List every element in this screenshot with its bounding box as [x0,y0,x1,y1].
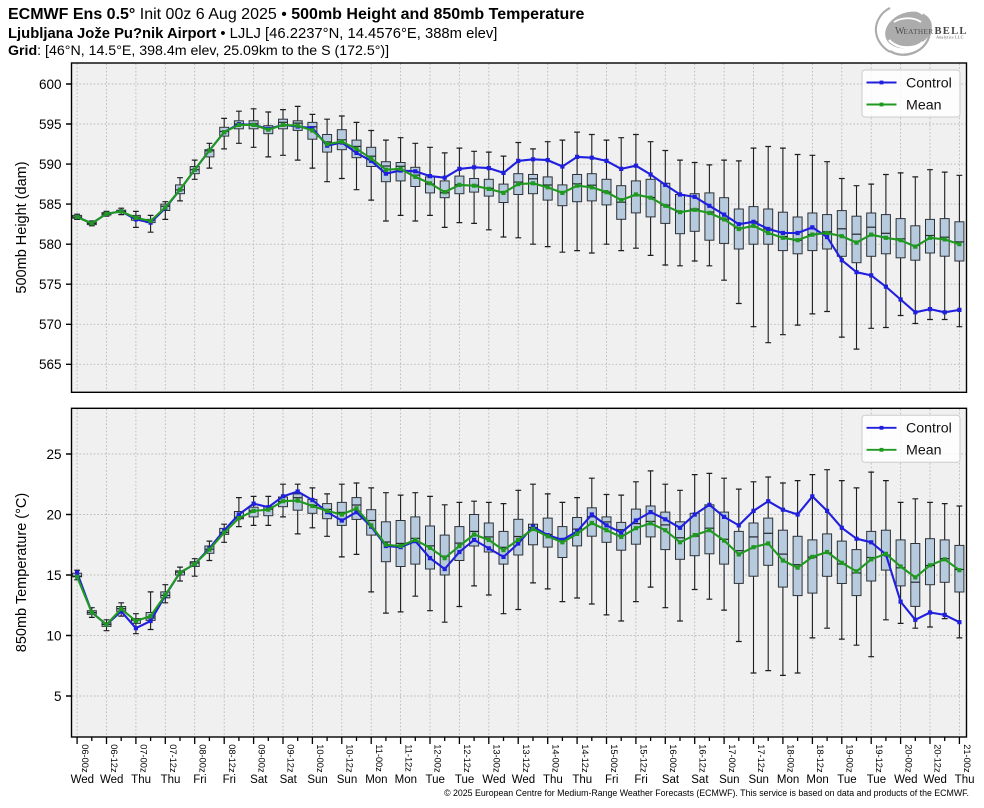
svg-text:Thu: Thu [955,774,975,786]
svg-text:14-00z: 14-00z [550,744,560,773]
svg-text:EATHER: EATHER [904,28,934,36]
svg-text:W: W [895,26,905,37]
svg-text:10: 10 [46,628,61,643]
svg-text:12-00z: 12-00z [433,744,443,773]
svg-text:Mean: Mean [906,97,942,113]
svg-text:17-00z: 17-00z [727,744,737,773]
svg-text:580: 580 [39,237,62,252]
svg-text:20-12z: 20-12z [933,744,943,773]
svg-text:Fri: Fri [193,774,206,786]
svg-text:Tue: Tue [837,774,856,786]
svg-text:25: 25 [46,447,61,462]
svg-text:Thu: Thu [572,774,592,786]
svg-text:Wed: Wed [71,774,94,786]
svg-text:08-12z: 08-12z [227,744,237,773]
svg-text:10-00z: 10-00z [315,744,325,773]
svg-text:585: 585 [39,197,62,212]
svg-text:Sun: Sun [337,774,357,786]
svg-text:595: 595 [39,117,62,132]
svg-text:07-00z: 07-00z [139,744,149,773]
svg-text:Wed: Wed [923,774,946,786]
svg-text:16-12z: 16-12z [697,744,707,773]
svg-text:Tue: Tue [867,774,886,786]
svg-text:Wed: Wed [100,774,123,786]
svg-text:Thu: Thu [543,774,563,786]
svg-text:Analytics LLC: Analytics LLC [936,34,964,39]
svg-text:570: 570 [39,317,62,332]
svg-text:Fri: Fri [605,774,618,786]
svg-text:Thu: Thu [131,774,151,786]
svg-text:Mon: Mon [806,774,828,786]
svg-text:07-12z: 07-12z [168,744,178,773]
svg-text:09-00z: 09-00z [256,744,266,773]
svg-text:13-00z: 13-00z [492,744,502,773]
svg-text:Tue: Tue [426,774,445,786]
svg-text:20-00z: 20-00z [903,744,913,773]
svg-text:Control: Control [906,75,952,91]
svg-text:12-12z: 12-12z [462,744,472,773]
svg-text:10-12z: 10-12z [345,744,355,773]
svg-text:21-00z: 21-00z [962,744,972,773]
svg-text:09-12z: 09-12z [286,744,296,773]
svg-text:19-12z: 19-12z [874,744,884,773]
svg-text:500mb Height (dam): 500mb Height (dam) [14,161,30,293]
svg-text:Thu: Thu [161,774,181,786]
svg-text:Fri: Fri [634,774,647,786]
svg-text:13-12z: 13-12z [521,744,531,773]
svg-text:18-00z: 18-00z [786,744,796,773]
svg-text:11-00z: 11-00z [374,744,384,772]
svg-text:BELL: BELL [935,26,968,37]
svg-text:15-12z: 15-12z [639,744,649,773]
svg-text:Mon: Mon [395,774,417,786]
svg-text:565: 565 [39,357,62,372]
svg-text:Fri: Fri [223,774,236,786]
svg-text:Tue: Tue [455,774,474,786]
svg-text:Sat: Sat [662,774,680,786]
svg-text:18-12z: 18-12z [815,744,825,773]
svg-text:Sat: Sat [691,774,709,786]
svg-text:16-00z: 16-00z [668,744,678,773]
svg-text:Sat: Sat [280,774,298,786]
svg-text:© 2025 European Centre for Med: © 2025 European Centre for Medium-Range … [444,788,969,798]
svg-text:06-00z: 06-00z [80,744,90,773]
svg-text:Mon: Mon [365,774,387,786]
svg-text:Mon: Mon [777,774,799,786]
svg-text:06-12z: 06-12z [109,744,119,773]
svg-text:Sat: Sat [250,774,268,786]
svg-text:11-12z: 11-12z [403,744,413,772]
svg-text:20: 20 [46,507,61,522]
svg-text:Wed: Wed [482,774,505,786]
svg-text:Wed: Wed [512,774,535,786]
svg-text:Wed: Wed [894,774,917,786]
svg-text:15: 15 [46,568,61,583]
svg-text:Mean: Mean [906,443,942,459]
svg-text:600: 600 [39,77,62,92]
svg-text:Control: Control [906,421,952,437]
svg-text:Sun: Sun [719,774,739,786]
svg-text:590: 590 [39,157,62,172]
svg-text:5: 5 [54,689,62,704]
svg-text:850mb Temperature (°C): 850mb Temperature (°C) [14,493,30,652]
svg-text:575: 575 [39,277,62,292]
svg-text:17-12z: 17-12z [756,744,766,773]
svg-text:Sun: Sun [307,774,327,786]
svg-text:19-00z: 19-00z [845,744,855,773]
svg-text:08-00z: 08-00z [197,744,207,773]
svg-text:15-00z: 15-00z [609,744,619,773]
svg-text:14-12z: 14-12z [580,744,590,773]
svg-text:Sun: Sun [748,774,768,786]
